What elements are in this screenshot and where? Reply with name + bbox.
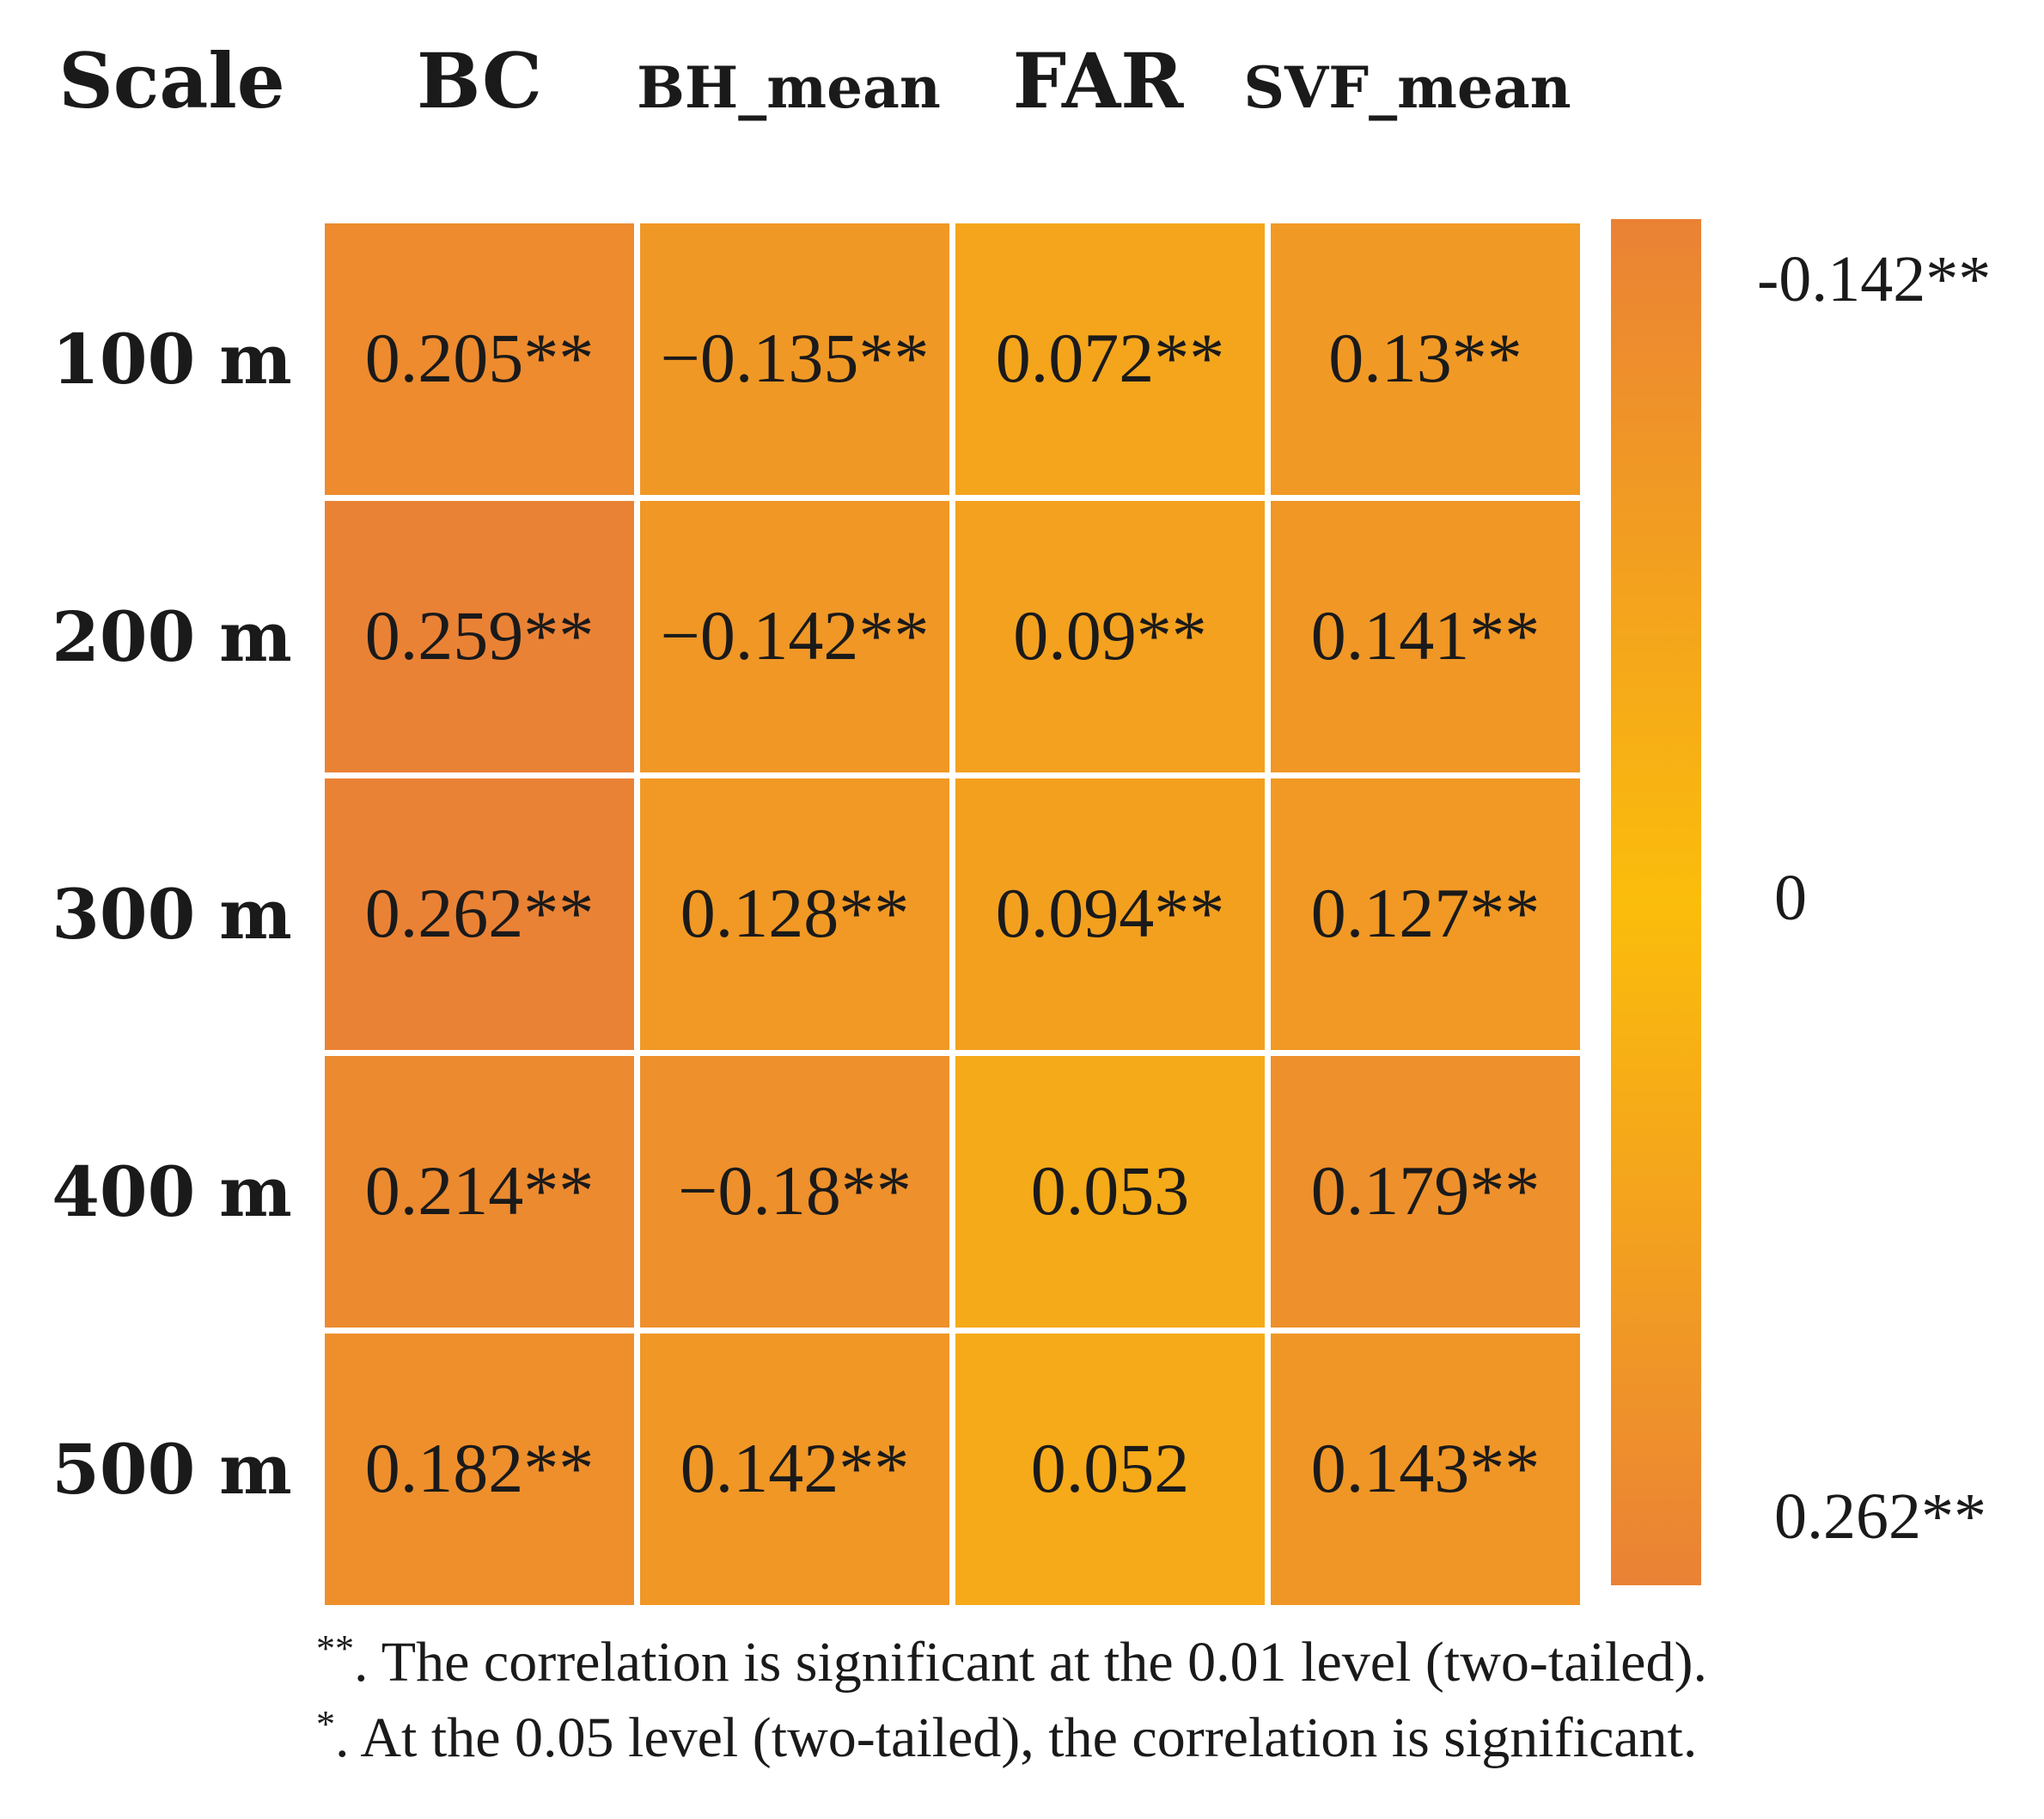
footnote-mark-double: ** [316,1627,354,1669]
cell-label: 0.127** [1311,874,1541,952]
heatmap-cell [1271,1334,1580,1605]
column-header: BH_mean [637,54,941,121]
colorbar: -0.142** 0 0.262** [1611,219,1991,1585]
heatmap-cell [955,1334,1265,1605]
cell-label: 0.128** [680,874,910,952]
row-label: 400 m [52,1151,292,1232]
row-label: 500 m [52,1429,292,1510]
cell-label: 0.179** [1311,1151,1541,1230]
cell-label: −0.18** [678,1151,912,1230]
colorbar-gradient [1611,219,1701,1585]
heatmap-cell [955,1056,1265,1328]
colorbar-middle-label: 0 [1774,862,1807,934]
heatmap-cells: 0.205** −0.135** 0.072** 0.13** 0.259** −0.14… [325,223,1580,1605]
cell-label: 0.053 [1031,1151,1190,1230]
heatmap-cell [1271,223,1580,495]
cell-label: 0.09** [1013,596,1207,674]
column-header: FAR [1013,36,1185,125]
cell-label: −0.135** [661,319,930,397]
heatmap-cell [325,1056,634,1328]
heatmap-cell [955,223,1265,495]
cell-label: 0.141** [1311,596,1541,674]
footnote-significance-005: *. At the 0.05 level (two-tailed), the c… [316,1706,1697,1767]
heatmap-cell [640,501,949,772]
cell-label: 0.205** [365,319,595,397]
heatmap-cell [640,1056,949,1328]
footnote-significance-001: **. The correlation is significant at th… [316,1630,1707,1694]
column-header: SVF_mean [1243,54,1571,121]
cell-label: 0.182** [365,1429,595,1507]
cell-label: 0.072** [996,319,1225,397]
heatmap-cell [640,778,949,1050]
column-headers: BC BH_mean FAR SVF_mean [417,36,1571,125]
column-header: BC [417,36,542,125]
heatmap-cell [1271,501,1580,772]
heatmap-cell [325,1334,634,1605]
cell-label: 0.052 [1031,1429,1190,1507]
row-label: 200 m [52,596,292,677]
row-label: 300 m [52,874,292,955]
heatmap-cell [955,778,1265,1050]
heatmap-cell [640,1334,949,1605]
cell-label: 0.262** [365,874,595,952]
heatmap-cell [640,223,949,495]
row-label: 100 m [52,319,292,400]
cell-label: 0.142** [680,1429,910,1507]
corner-label: Scale [58,36,285,125]
heatmap-cell [1271,1056,1580,1328]
row-labels: 100 m 200 m 300 m 400 m 500 m [52,319,292,1510]
heatmap-cell [955,501,1265,772]
heatmap-cell [325,501,634,772]
cell-label: 0.214** [365,1151,595,1230]
heatmap-cell [1271,778,1580,1050]
footnote-mark-single: * [316,1703,335,1745]
heatmap-cell [325,223,634,495]
cell-label: 0.259** [365,596,595,674]
footnote-text-2: . At the 0.05 level (two-tailed), the co… [335,1706,1698,1769]
cell-label: −0.142** [661,596,930,674]
cell-label: 0.143** [1311,1429,1541,1507]
colorbar-bottom-label: 0.262** [1774,1480,1986,1553]
footnote-text-1: . The correlation is significant at the … [354,1631,1707,1694]
colorbar-top-label: -0.142** [1757,243,1991,315]
cell-label: 0.13** [1328,319,1522,397]
cell-label: 0.094** [996,874,1225,952]
heatmap-cell [325,778,634,1050]
